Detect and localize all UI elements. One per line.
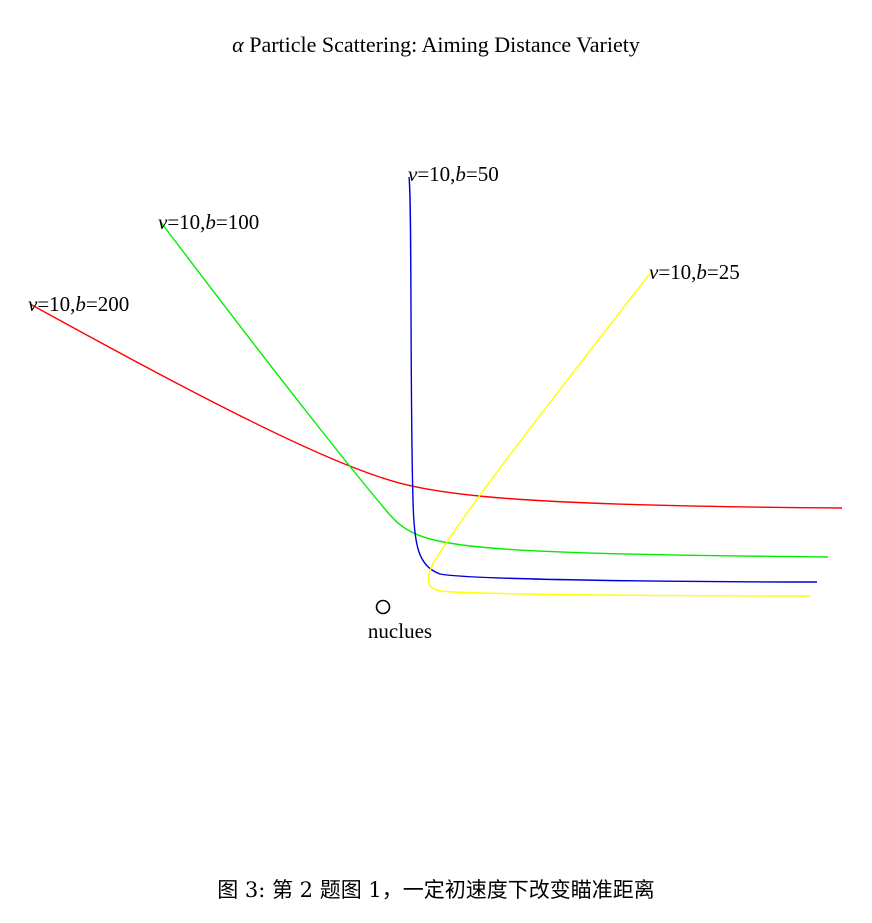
alpha-symbol: α — [232, 32, 244, 57]
page-title: α Particle Scattering: Aiming Distance V… — [0, 32, 872, 58]
trajectory-b25 — [427, 271, 811, 597]
label-b100: v=10,b=100 — [158, 210, 259, 234]
nucleus-circle — [375, 599, 391, 615]
label-b50: v=10,b=50 — [408, 162, 499, 186]
label-b200: v=10,b=200 — [28, 292, 129, 316]
trajectory-b50 — [408, 176, 818, 583]
label-b25: v=10,b=25 — [649, 260, 740, 284]
trajectory-b200 — [29, 303, 843, 509]
figure-caption: 图 3: 第 2 题图 1，一定初速度下改变瞄准距离 — [217, 878, 655, 902]
nucleus-label: nuclues — [368, 619, 432, 643]
title-text: Particle Scattering: Aiming Distance Var… — [249, 32, 640, 57]
trajectory-b100 — [159, 220, 829, 558]
